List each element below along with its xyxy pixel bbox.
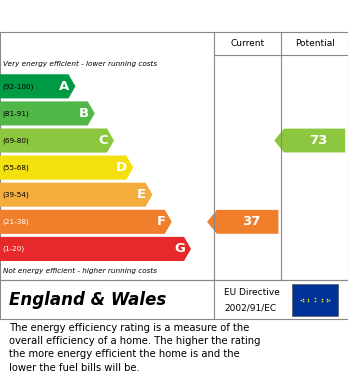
Text: A: A <box>59 80 69 93</box>
Text: (81-91): (81-91) <box>3 110 30 117</box>
Polygon shape <box>0 74 76 99</box>
Polygon shape <box>274 129 345 152</box>
Polygon shape <box>0 129 114 152</box>
Text: EU Directive: EU Directive <box>224 288 280 298</box>
Text: Current: Current <box>230 39 265 48</box>
Polygon shape <box>0 237 191 261</box>
Text: 37: 37 <box>242 215 260 228</box>
Polygon shape <box>0 210 172 234</box>
Text: B: B <box>78 107 88 120</box>
Text: (1-20): (1-20) <box>3 246 25 252</box>
Text: (69-80): (69-80) <box>3 137 30 144</box>
Text: Energy Efficiency Rating: Energy Efficiency Rating <box>9 9 211 23</box>
Text: F: F <box>156 215 166 228</box>
Text: (21-38): (21-38) <box>3 219 30 225</box>
Text: (39-54): (39-54) <box>3 192 30 198</box>
Text: E: E <box>137 188 146 201</box>
Text: Potential: Potential <box>295 39 334 48</box>
Text: Very energy efficient - lower running costs: Very energy efficient - lower running co… <box>3 61 158 67</box>
Text: D: D <box>116 161 127 174</box>
Polygon shape <box>207 210 278 234</box>
Text: The energy efficiency rating is a measure of the
overall efficiency of a home. T: The energy efficiency rating is a measur… <box>9 323 260 373</box>
Polygon shape <box>0 183 152 207</box>
Text: C: C <box>98 134 108 147</box>
Polygon shape <box>0 101 95 126</box>
Text: (55-68): (55-68) <box>3 164 30 171</box>
Bar <box>292 284 338 316</box>
Text: G: G <box>174 242 185 255</box>
Text: 2002/91/EC: 2002/91/EC <box>224 303 277 312</box>
Text: 73: 73 <box>309 134 327 147</box>
Text: (92-100): (92-100) <box>3 83 34 90</box>
Text: Not energy efficient - higher running costs: Not energy efficient - higher running co… <box>3 268 158 274</box>
Polygon shape <box>0 156 133 180</box>
Text: England & Wales: England & Wales <box>9 291 166 309</box>
